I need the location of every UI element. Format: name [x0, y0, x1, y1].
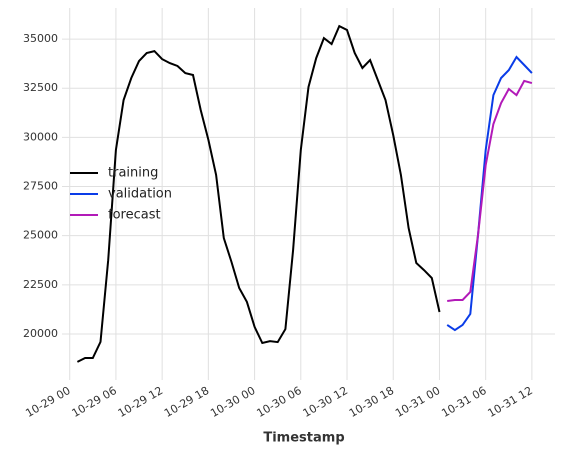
x-tick-label: 10-30 12	[301, 384, 350, 420]
legend-label: forecast	[108, 208, 161, 223]
x-tick-label: 10-31 12	[486, 384, 535, 420]
x-tick-label: 10-31 00	[393, 384, 442, 420]
y-tick-label: 30000	[23, 130, 58, 143]
y-tick-label: 27500	[23, 180, 58, 193]
x-tick-label: 10-30 18	[347, 384, 396, 420]
x-tick-label: 10-31 06	[439, 384, 488, 420]
y-tick-label: 22500	[23, 278, 58, 291]
y-tick-label: 25000	[23, 229, 58, 242]
x-axis-label: Timestamp	[263, 431, 344, 446]
legend-label: training	[108, 166, 158, 181]
series-line	[76, 24, 441, 363]
x-tick-label: 10-30 06	[254, 384, 303, 420]
series-line	[447, 79, 533, 302]
x-tick-label: 10-29 12	[116, 384, 165, 420]
x-tick-label: 10-29 00	[23, 384, 72, 420]
series-line	[446, 55, 533, 332]
legend-label: validation	[108, 187, 172, 202]
y-tick-label: 32500	[23, 81, 58, 94]
x-tick-label: 10-29 06	[70, 384, 119, 420]
y-tick-label: 20000	[23, 327, 58, 340]
x-tick-label: 10-29 18	[162, 384, 211, 420]
y-tick-label: 35000	[23, 32, 58, 45]
x-tick-label: 10-30 00	[208, 384, 257, 420]
